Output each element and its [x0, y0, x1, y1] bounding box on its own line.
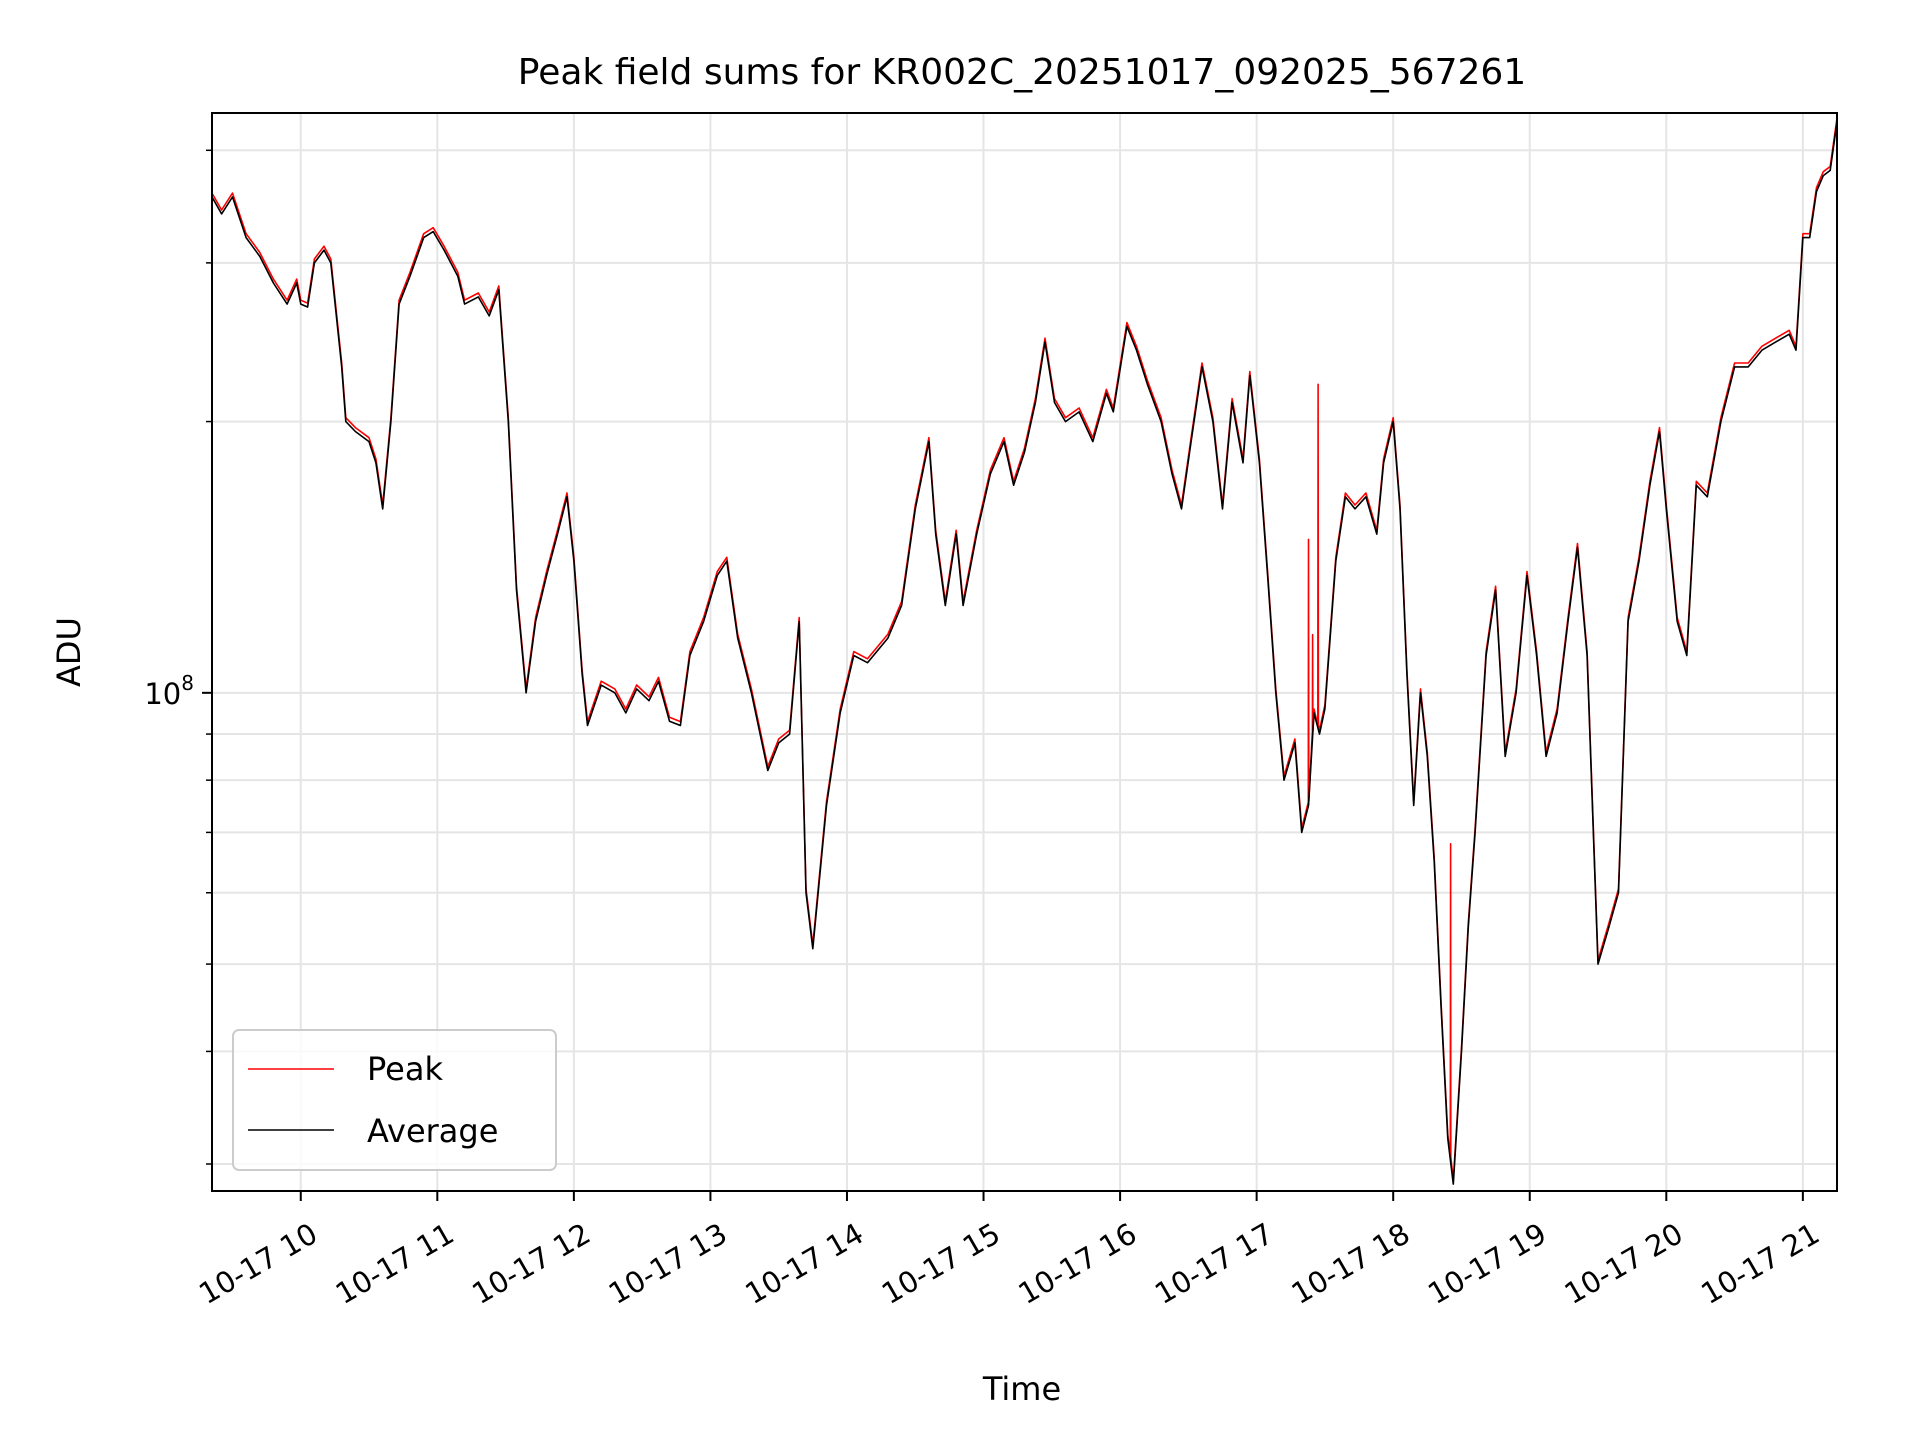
legend-label-average: Average — [367, 1112, 498, 1150]
y-axis: 108 — [144, 149, 212, 1165]
y-tick-label: 108 — [144, 671, 194, 711]
chart-title: Peak field sums for KR002C_20251017_0920… — [518, 52, 1526, 93]
grid — [212, 113, 1837, 1191]
legend: Peak Average — [232, 1029, 557, 1171]
y-axis-label: ADU — [50, 617, 88, 687]
legend-box — [232, 1029, 557, 1171]
series-line-average — [212, 121, 1837, 1185]
plot-frame — [211, 112, 1838, 1192]
x-axis-label: Time — [982, 1370, 1061, 1408]
legend-label-peak: Peak — [367, 1050, 443, 1088]
series-group — [212, 117, 1837, 1185]
